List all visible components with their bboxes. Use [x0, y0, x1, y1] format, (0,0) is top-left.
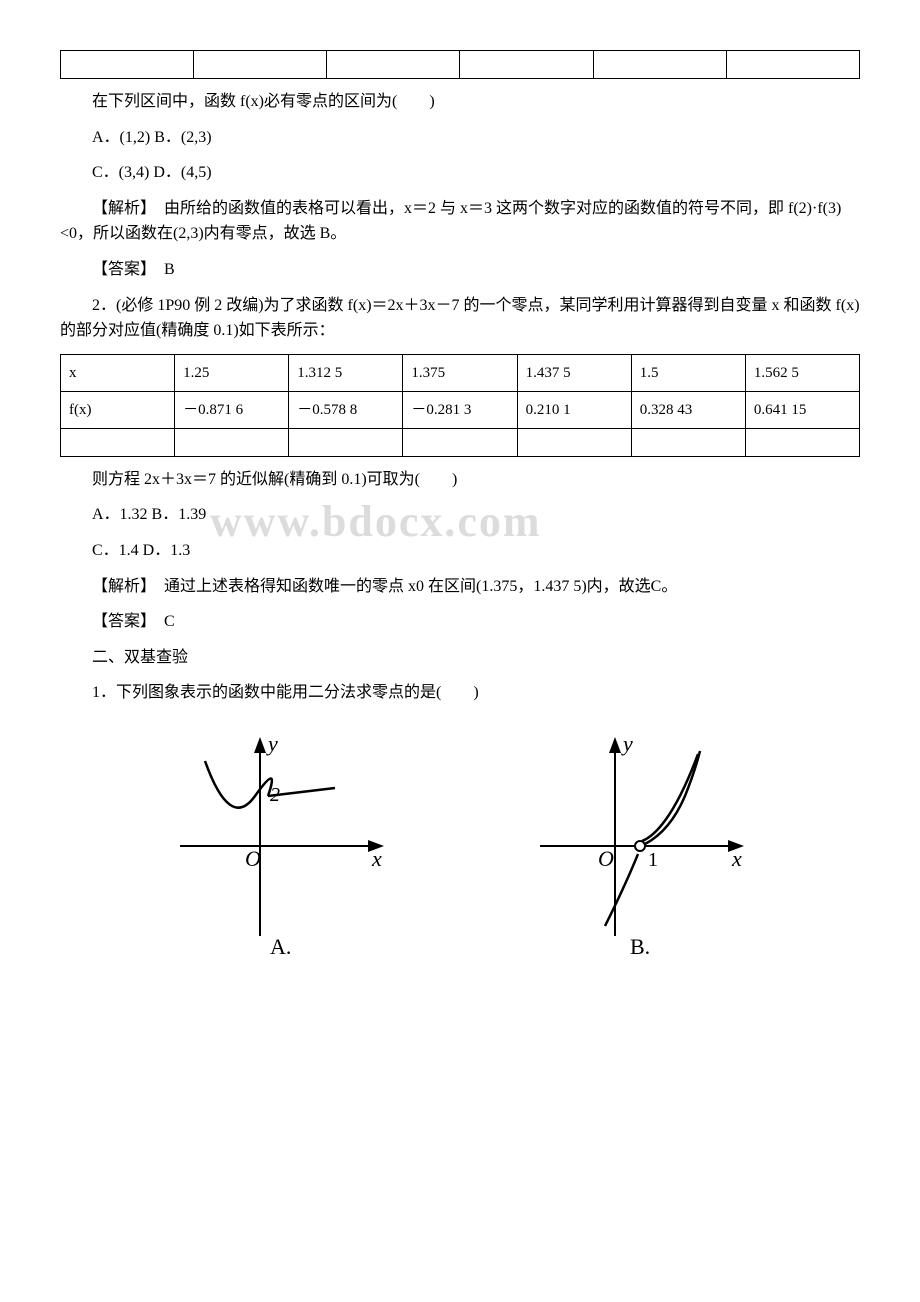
x-axis-label: x [371, 846, 382, 871]
table-cell: －0.578 8 [289, 391, 403, 428]
table-cell: x [61, 354, 175, 391]
table-cell: 1.562 5 [745, 354, 859, 391]
table-row: f(x) －0.871 6 －0.578 8 －0.281 3 0.210 1 … [61, 391, 860, 428]
q2-stem: 2．(必修 1P90 例 2 改编)为了求函数 f(x)＝2x＋3x－7 的一个… [60, 293, 860, 344]
y-axis-label: y [266, 731, 278, 756]
section2-title: 二、双基查验 [60, 645, 860, 671]
table-cell: f(x) [61, 391, 175, 428]
q1-prompt: 在下列区间中，函数 f(x)必有零点的区间为( ) [60, 89, 860, 115]
table-cell: 1.375 [403, 354, 517, 391]
graph-a: 2 O x y A. [160, 726, 400, 956]
q2-answer: 【答案】 C [60, 609, 860, 635]
table-cell: 1.25 [175, 354, 289, 391]
q2-analysis: 【解析】 通过上述表格得知函数唯一的零点 x0 在区间(1.375，1.437 … [60, 574, 860, 600]
graph-b-label: B. [630, 934, 650, 956]
x-axis-label: x [731, 846, 742, 871]
table-cell: －0.281 3 [403, 391, 517, 428]
origin-label: O [245, 846, 261, 871]
graphs-container: 2 O x y A. 1 O x y B. [100, 726, 820, 956]
q2-prompt: 则方程 2x＋3x＝7 的近似解(精确到 0.1)可取为( ) [60, 467, 860, 493]
section2-q1: 1．下列图象表示的函数中能用二分法求零点的是( ) [60, 680, 860, 706]
table-row [61, 51, 860, 79]
q1-answer: 【答案】 B [60, 257, 860, 283]
q2-option-ab: A．1.32 B．1.39 [60, 502, 860, 528]
q1-option-ab: A．(1,2) B．(2,3) [60, 125, 860, 151]
table-cell: 0.210 1 [517, 391, 631, 428]
table-row: x 1.25 1.312 5 1.375 1.437 5 1.5 1.562 5 [61, 354, 860, 391]
y-axis-label: y [621, 731, 633, 756]
graph-b-mark: 1 [648, 849, 658, 871]
q1-empty-table [60, 50, 860, 79]
graph-a-mark: 2 [270, 784, 280, 806]
graph-b: 1 O x y B. [520, 726, 760, 956]
q1-analysis: 【解析】 由所给的函数值的表格可以看出，x＝2 与 x＝3 这两个数字对应的函数… [60, 196, 860, 247]
q2-option-cd: C．1.4 D．1.3 [60, 538, 860, 564]
table-cell: 1.437 5 [517, 354, 631, 391]
q1-option-cd: C．(3,4) D．(4,5) [60, 160, 860, 186]
table-cell: －0.871 6 [175, 391, 289, 428]
origin-label: O [598, 846, 614, 871]
table-cell: 0.328 43 [631, 391, 745, 428]
q2-data-table: x 1.25 1.312 5 1.375 1.437 5 1.5 1.562 5… [60, 354, 860, 457]
table-cell: 1.5 [631, 354, 745, 391]
table-cell: 1.312 5 [289, 354, 403, 391]
table-cell: 0.641 15 [745, 391, 859, 428]
table-row [61, 428, 860, 456]
graph-a-label: A. [270, 934, 291, 956]
